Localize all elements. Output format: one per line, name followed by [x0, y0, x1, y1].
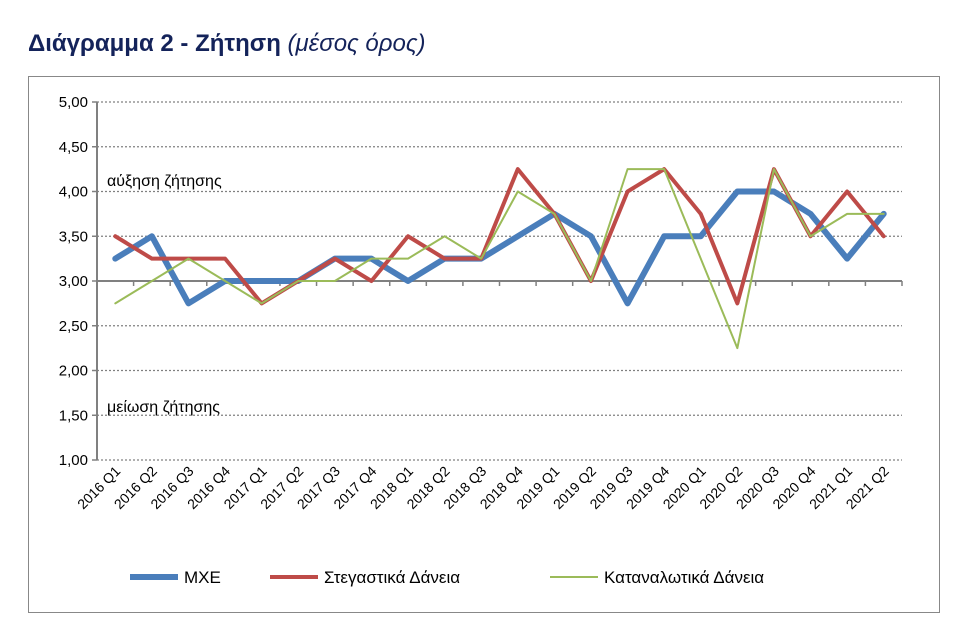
title-sub: (μέσος όρος)	[287, 30, 426, 57]
y-tick-label: 3,00	[59, 273, 88, 290]
series-line-0	[112, 188, 887, 307]
annotation-increase: αύξηση ζήτησης	[107, 173, 222, 190]
series-line-2	[114, 168, 885, 350]
y-tick-label: 5,00	[59, 94, 88, 111]
y-tick-label: 2,50	[59, 318, 88, 335]
y-tick-label: 1,50	[59, 407, 88, 424]
y-tick-label: 2,00	[59, 363, 88, 380]
y-tick-label: 4,50	[59, 139, 88, 156]
y-tick-label: 4,00	[59, 184, 88, 201]
legend-label-0: ΜΧΕ	[184, 568, 221, 587]
annotation-decrease: μείωση ζήτησης	[107, 399, 220, 416]
y-tick-label: 3,50	[59, 228, 88, 245]
chart-frame	[28, 76, 940, 613]
chart-title: Διάγραμμα 2 - Ζήτηση (μέσος όρος)	[28, 30, 425, 58]
y-tick-label: 1,00	[59, 452, 88, 469]
legend-label-2: Καταναλωτικά Δάνεια	[604, 568, 764, 587]
title-main: Διάγραμμα 2 - Ζήτηση	[28, 30, 281, 57]
legend-label-1: Στεγαστικά Δάνεια	[324, 568, 460, 587]
series-line-1	[113, 167, 886, 306]
